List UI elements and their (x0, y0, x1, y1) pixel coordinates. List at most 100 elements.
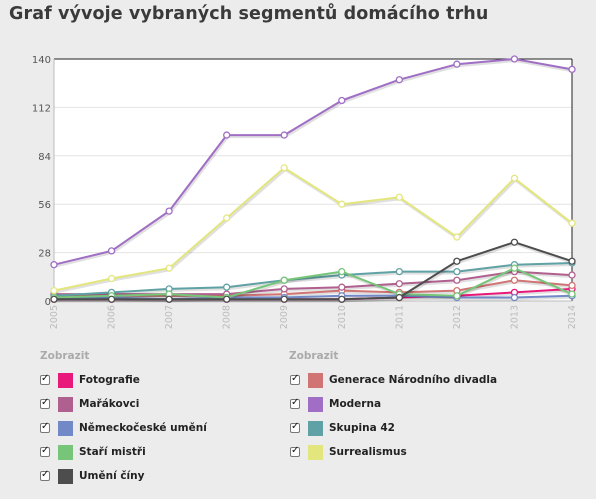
page-title: Graf vývoje vybraných segmentů domácího … (9, 4, 489, 24)
data-point[interactable] (568, 271, 576, 279)
data-point[interactable] (395, 76, 403, 84)
data-point[interactable] (568, 290, 576, 298)
legend-item-marakovci[interactable]: Mařákovci (40, 396, 139, 412)
legend-checkbox[interactable] (40, 373, 50, 385)
series-line (53, 267, 573, 299)
data-point[interactable] (510, 276, 519, 284)
legend-checkbox[interactable] (290, 445, 300, 457)
data-point[interactable] (50, 295, 58, 303)
y-tick-label: 140 (32, 55, 51, 66)
legend-item-surrealismus[interactable]: Surrealismus (290, 444, 407, 460)
legend-checkbox[interactable] (40, 445, 50, 457)
x-tick-label: 2010 (337, 305, 348, 329)
legend-swatch (58, 468, 73, 484)
series-line (53, 58, 573, 266)
data-point[interactable] (453, 292, 461, 300)
legend-swatch (308, 396, 323, 412)
legend-checkbox[interactable] (40, 421, 50, 433)
data-point[interactable] (223, 283, 231, 291)
data-point[interactable] (453, 257, 461, 265)
data-point[interactable] (223, 131, 231, 139)
data-point[interactable] (107, 247, 116, 255)
legend-swatch (58, 444, 73, 460)
y-tick-label: 0 (45, 297, 51, 308)
data-point[interactable] (453, 233, 461, 241)
legend-item-generace-narodniho-divadla[interactable]: Generace Národního divadla (290, 372, 497, 388)
data-point[interactable] (453, 267, 461, 276)
series-line (54, 241, 573, 301)
data-point[interactable] (280, 276, 288, 284)
data-point[interactable] (165, 264, 173, 272)
data-point[interactable] (453, 276, 461, 284)
legend-checkbox[interactable] (290, 397, 300, 409)
legend-checkbox[interactable] (40, 469, 50, 481)
x-tick-label: 2014 (567, 305, 578, 329)
data-point[interactable] (453, 60, 461, 68)
data-point[interactable] (223, 295, 231, 303)
data-point[interactable] (395, 267, 403, 276)
series-shadow (54, 263, 574, 299)
data-point[interactable] (165, 295, 173, 303)
series-shadow (55, 242, 574, 303)
y-tick-label: 112 (32, 103, 51, 114)
data-point[interactable] (338, 283, 346, 291)
series-shadow (55, 280, 574, 299)
data-point[interactable] (395, 193, 403, 201)
x-tick-label: 2008 (222, 305, 233, 329)
legend-swatch (58, 396, 73, 412)
data-point[interactable] (50, 286, 58, 295)
x-tick-label: 2009 (279, 305, 290, 329)
legend-checkbox[interactable] (290, 421, 300, 433)
y-tick-label: 84 (38, 152, 51, 163)
series-moderna (50, 55, 576, 269)
data-point[interactable] (50, 261, 58, 269)
data-point[interactable] (338, 200, 346, 208)
legend-item-fotografie[interactable]: Fotografie (40, 372, 140, 388)
data-point[interactable] (510, 238, 519, 246)
data-point[interactable] (338, 267, 346, 276)
data-point[interactable] (338, 96, 346, 105)
data-point[interactable] (280, 131, 288, 139)
legend-item-stari-mistri[interactable]: Staří mistři (40, 444, 146, 460)
data-point[interactable] (568, 281, 576, 290)
data-point[interactable] (280, 164, 288, 172)
data-point[interactable] (568, 257, 576, 265)
legend-item-nemeckoceske-umeni[interactable]: Německočeské umění (40, 420, 207, 436)
data-point[interactable] (107, 295, 116, 303)
legend-label: Surrealismus (329, 446, 407, 458)
legend-item-skupina-42[interactable]: Skupina 42 (290, 420, 395, 436)
data-point[interactable] (510, 55, 519, 63)
data-point[interactable] (280, 285, 288, 293)
series-skupina-42 (50, 259, 576, 300)
legend-swatch (308, 444, 323, 460)
y-tick-label: 28 (38, 249, 51, 260)
legend-label: Staří mistři (79, 446, 146, 458)
data-point[interactable] (280, 295, 288, 303)
data-point[interactable] (165, 207, 173, 215)
data-point[interactable] (568, 219, 576, 227)
data-point[interactable] (510, 264, 519, 272)
series-umeni-ciny (50, 238, 576, 303)
data-point[interactable] (338, 295, 346, 303)
data-point[interactable] (510, 174, 519, 182)
legend-heading-right: Zobrazit (289, 350, 339, 362)
legend-label: Mařákovci (79, 398, 140, 410)
legend-item-moderna[interactable]: Moderna (290, 396, 381, 412)
series-shadow (55, 288, 574, 303)
data-point[interactable] (395, 280, 403, 288)
data-point[interactable] (510, 293, 519, 302)
legend-label: Umění číny (79, 470, 145, 482)
legend-heading-left: Zobrazit (40, 350, 90, 362)
legend-label: Německočeské umění (79, 422, 207, 434)
x-tick-label: 2011 (394, 305, 405, 329)
legend-checkbox[interactable] (290, 373, 300, 385)
data-point[interactable] (568, 65, 576, 74)
legend-swatch (58, 420, 73, 436)
data-point[interactable] (223, 214, 231, 222)
line-chart: 0 28 56 84 112 140 2005 2006 2007 2008 2009 2010 201… (32, 55, 578, 329)
legend-checkbox[interactable] (40, 397, 50, 409)
legend-swatch (308, 372, 323, 388)
data-point[interactable] (395, 293, 403, 302)
data-point[interactable] (107, 274, 116, 283)
legend-item-umeni-ciny[interactable]: Umění číny (40, 468, 144, 484)
